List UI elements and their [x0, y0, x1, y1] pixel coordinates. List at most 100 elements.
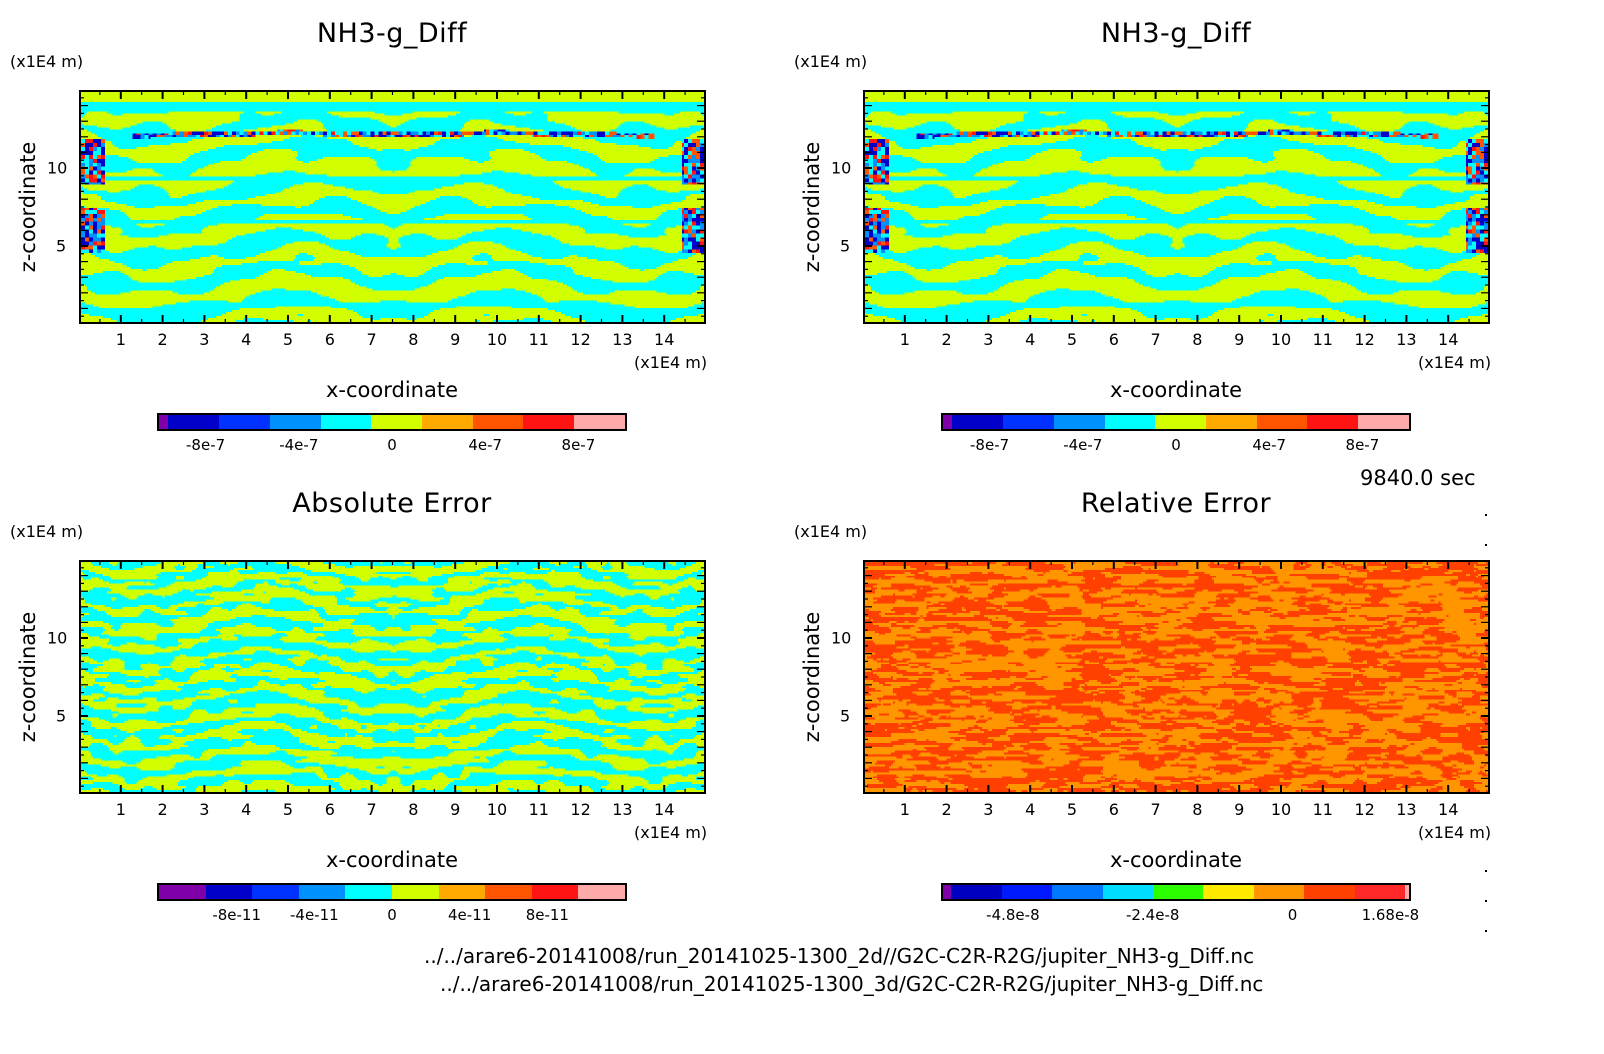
- margin-dot: [1485, 544, 1487, 546]
- colorbar-label: 1.68e-8: [1361, 906, 1420, 924]
- x-axis-label-text: x-coordinate: [325, 848, 458, 872]
- x-tick-label: 4: [241, 330, 252, 349]
- x-tick-label: 5: [1066, 800, 1078, 819]
- colorbar-bin: [1001, 885, 1053, 899]
- x-axis-label: x-coordinate: [784, 378, 1568, 402]
- x-tick-label: 8: [408, 800, 419, 819]
- colorbar-bin: [438, 885, 486, 899]
- panel-bottom-right: Relative Error (x1E4 m) 1 2 3 4 5 6 7 8 9 10 11 12 13 1…: [784, 470, 1568, 940]
- y-tick-label: 10: [47, 158, 68, 178]
- colorbar-bin: [1253, 885, 1305, 899]
- colorbar-bin: [298, 885, 346, 899]
- y-tick-label: 10: [831, 158, 852, 178]
- x-tick-label: 4: [1025, 330, 1036, 349]
- colorbar-label: -4e-7: [1063, 436, 1103, 454]
- x-tick-label: 2: [157, 800, 168, 819]
- x-units-label: (x1E4 m): [634, 823, 708, 842]
- plot-title: NH3-g_Diff: [316, 18, 468, 49]
- x-tick-label: 10: [1270, 800, 1292, 819]
- x-tick-label: 8: [1192, 800, 1203, 819]
- plot-title: NH3-g_Diff: [1100, 18, 1252, 49]
- x-tick-label: 9: [450, 330, 461, 349]
- contour-field: [81, 92, 704, 322]
- x-tick-label: 10: [486, 800, 508, 819]
- colorbar-bin: [1304, 885, 1355, 899]
- panel-bottom-left: Absolute Error (x1E4 m) 1 2 3 4 5 6 7 8 9 10 11 12 13 1…: [0, 470, 784, 940]
- x-tick-label: 4: [241, 800, 252, 819]
- colorbar-bin: [1405, 885, 1409, 899]
- x-tick-label: 13: [1396, 800, 1417, 819]
- colorbar: [157, 883, 627, 901]
- colorbar-bin: [219, 415, 270, 429]
- colorbar-label: -8e-7: [970, 436, 1010, 454]
- x-tick-label: 1: [899, 800, 910, 819]
- colorbar-bin: [943, 415, 953, 429]
- x-tick-label: 8: [408, 330, 419, 349]
- plot-area: [863, 90, 1490, 324]
- colorbar-bin: [391, 885, 439, 899]
- colorbar-bin: [1053, 415, 1105, 429]
- plot-area: [79, 90, 706, 324]
- x-tick-label: 12: [1354, 330, 1375, 349]
- x-tick-label: 9: [1234, 330, 1245, 349]
- y-axis-label: z-coordinate: [800, 611, 824, 743]
- colorbar-bin: [421, 415, 473, 429]
- colorbar-bin: [531, 885, 579, 899]
- y-tick-label: 5: [56, 236, 67, 256]
- x-tick-label: 12: [570, 800, 591, 819]
- x-tick-label: 7: [366, 330, 377, 349]
- colorbar-bin: [205, 885, 253, 899]
- colorbar-bin: [371, 415, 422, 429]
- x-tick-label: 6: [324, 800, 335, 819]
- x-axis-label-text: x-coordinate: [1109, 378, 1242, 402]
- colorbar: [157, 413, 627, 431]
- contour-field: [81, 562, 704, 792]
- colorbar-bin: [159, 885, 206, 899]
- colorbar-bin: [1102, 885, 1154, 899]
- colorbar-bin: [485, 885, 532, 899]
- y-tick-label: 10: [831, 628, 852, 648]
- x-tick-label: 14: [1438, 800, 1459, 819]
- colorbar-label: 4e-11: [448, 906, 492, 924]
- colorbar-bin: [1354, 885, 1406, 899]
- colorbar-bin: [523, 415, 575, 429]
- colorbar-bin: [1358, 415, 1409, 429]
- x-tick-label: 11: [528, 330, 549, 349]
- colorbar-bin: [1203, 885, 1254, 899]
- x-tick-label: 9: [450, 800, 461, 819]
- colorbar-label: -4.8e-8: [986, 906, 1040, 924]
- x-axis-label: x-coordinate: [784, 848, 1568, 872]
- colorbar-label: 0: [387, 436, 397, 454]
- file-path-2d: ../../arare6-20141008/run_20141025-1300_…: [424, 944, 1255, 968]
- colorbar-bin: [1155, 415, 1206, 429]
- colorbar-bin: [320, 415, 372, 429]
- y-axis-label: z-coordinate: [800, 141, 824, 273]
- x-tick-label: 5: [282, 330, 294, 349]
- x-tick-label: 12: [1354, 800, 1375, 819]
- colorbar-label: 4e-7: [468, 436, 503, 454]
- colorbar-label: 0: [387, 906, 397, 924]
- colorbar-bin: [1003, 415, 1054, 429]
- colorbar: [941, 883, 1411, 901]
- colorbar-bin: [1256, 415, 1308, 429]
- colorbar-bin: [951, 885, 1002, 899]
- colorbar-bin: [1205, 415, 1257, 429]
- x-tick-label: 3: [983, 800, 994, 819]
- x-tick-label: 3: [983, 330, 994, 349]
- contour-field: [865, 92, 1488, 322]
- x-tick-label: 8: [1192, 330, 1203, 349]
- colorbar-bin: [1052, 885, 1103, 899]
- y-units-label: (x1E4 m): [794, 52, 868, 71]
- file-path-3d: ../../arare6-20141008/run_20141025-1300_…: [440, 972, 1264, 996]
- x-tick-label: 1: [115, 800, 126, 819]
- x-units-label: (x1E4 m): [1418, 353, 1492, 372]
- x-tick-label: 11: [1312, 800, 1333, 819]
- x-units-label: (x1E4 m): [634, 353, 708, 372]
- panel-top-left: NH3-g_Diff (x1E4 m) 1 2 3 4 5 6 7 8 9 10 11 12 13 14 5 10…: [0, 0, 784, 470]
- margin-dot: [1485, 514, 1487, 516]
- x-tick-label: 13: [612, 330, 633, 349]
- y-tick-label: 5: [840, 706, 851, 726]
- y-axis-label: z-coordinate: [16, 141, 40, 273]
- x-tick-label: 6: [1108, 800, 1119, 819]
- x-tick-label: 14: [1438, 330, 1459, 349]
